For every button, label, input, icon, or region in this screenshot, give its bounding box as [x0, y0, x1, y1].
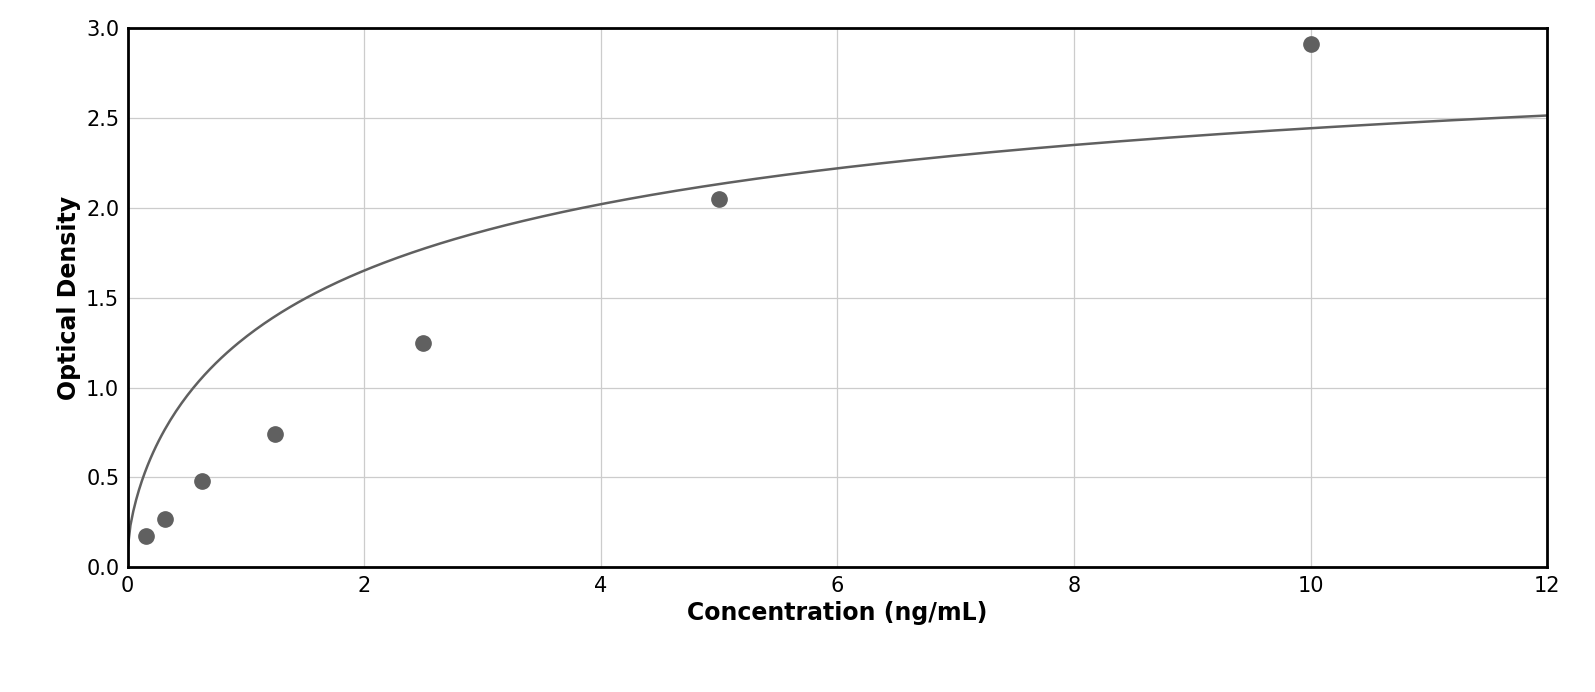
Point	[188, 475, 214, 486]
Point	[707, 193, 732, 204]
Point	[1298, 38, 1324, 49]
Point	[152, 513, 177, 525]
Point	[263, 429, 289, 440]
Point	[410, 337, 435, 348]
X-axis label: Concentration (ng/mL): Concentration (ng/mL)	[687, 601, 987, 626]
Y-axis label: Optical Density: Optical Density	[56, 196, 81, 399]
Point	[134, 531, 160, 542]
